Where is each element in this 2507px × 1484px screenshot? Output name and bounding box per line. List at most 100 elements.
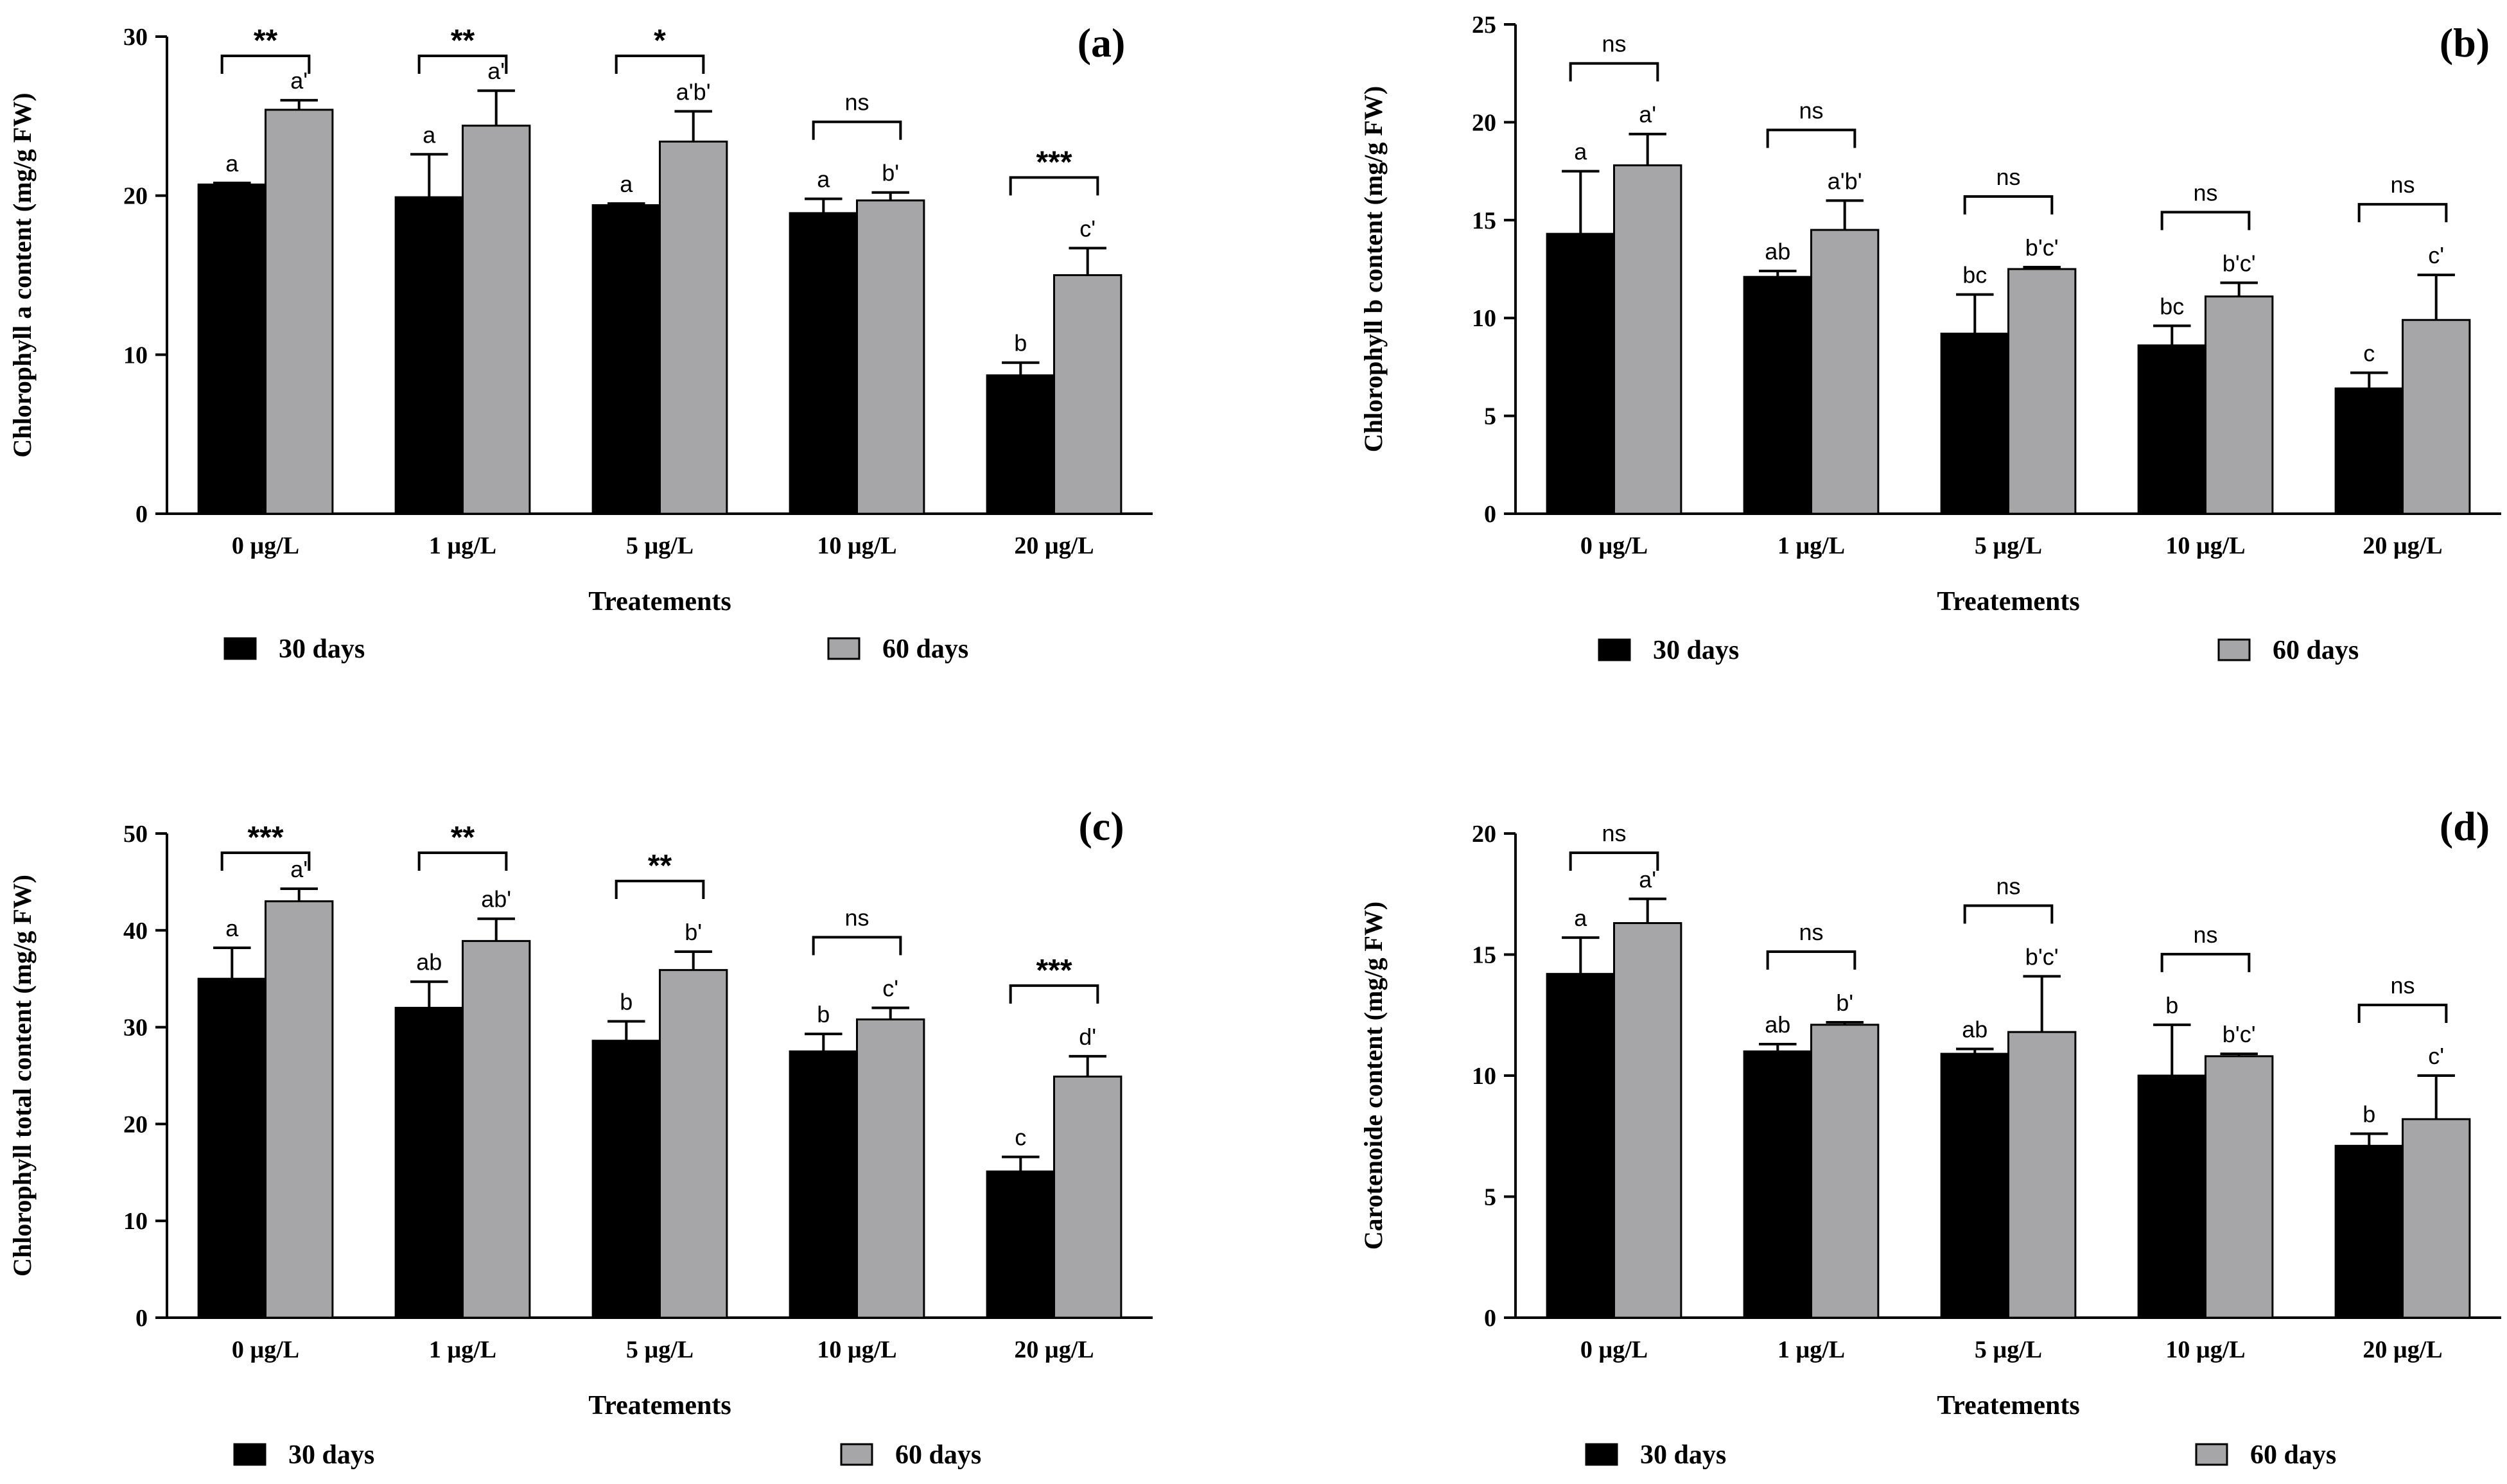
x-tick-label: 0 µg/L — [1580, 1336, 1648, 1363]
bar-60-days — [1810, 229, 1880, 515]
legend-swatch-60-days — [2217, 638, 2251, 661]
bar-60-days — [2205, 1055, 2274, 1319]
bar-30-days — [591, 204, 661, 515]
chart-panel: 0 10 20 30 40 50 Chlorophyll total content (mg… — [8, 803, 1153, 1470]
panel-label: (d) — [2440, 803, 2490, 849]
legend-label-30-days: 30 days — [279, 634, 365, 664]
significance-bracket — [1569, 851, 1659, 871]
bar-60-days — [2402, 1118, 2471, 1319]
group-letter-60-days: a' — [1639, 101, 1656, 128]
significance-bracket — [1569, 62, 1659, 82]
x-tick-label: 1 µg/L — [429, 532, 496, 559]
bar-60-days — [659, 969, 728, 1319]
x-tick-label: 20 µg/L — [2363, 532, 2442, 559]
significance-bracket — [812, 936, 902, 956]
significance-label: ns — [2193, 921, 2217, 948]
significance-bracket — [1766, 950, 1856, 970]
significance-bracket — [220, 851, 311, 871]
y-tick-label: 10 — [123, 342, 148, 369]
x-axis-title: Treatements — [1937, 1391, 2079, 1420]
group-letter-60-days: b'c' — [2025, 234, 2059, 261]
significance-label: ns — [1996, 873, 2020, 899]
group-letter-30-days: b — [2165, 992, 2178, 1018]
bar-30-days — [591, 1040, 661, 1319]
x-tick-label: 1 µg/L — [429, 1336, 496, 1363]
x-tick-label: 20 µg/L — [1014, 1336, 1094, 1363]
significance-label: ns — [844, 89, 869, 116]
x-tick-label: 10 µg/L — [2165, 1336, 2245, 1363]
group-letter-30-days: b — [1014, 330, 1027, 356]
bar-60-days — [265, 900, 334, 1319]
significance-label: *** — [247, 821, 283, 855]
bar-30-days — [2137, 1074, 2207, 1319]
group-letter-60-days: b'c' — [2223, 250, 2256, 276]
bar-60-days — [462, 939, 531, 1319]
group-letter-30-days: a — [1574, 139, 1587, 165]
legend-swatch-30-days — [223, 637, 257, 660]
group-letter-60-days: a'b' — [1828, 168, 1862, 194]
y-tick-label: 50 — [123, 821, 148, 848]
x-tick-label: 10 µg/L — [817, 1336, 896, 1363]
group-letter-60-days: b'c' — [2223, 1021, 2256, 1047]
x-axis-title: Treatements — [588, 1391, 731, 1420]
significance-bracket — [1963, 195, 2054, 214]
group-letter-60-days: b' — [1836, 990, 1853, 1016]
significance-label: ** — [451, 821, 475, 855]
significance-bracket — [2160, 211, 2251, 231]
group-letter-60-days: b' — [685, 919, 702, 945]
bar-60-days — [856, 199, 925, 515]
x-tick-label: 10 µg/L — [2165, 532, 2245, 559]
bar-30-days — [1546, 973, 1616, 1319]
bar-30-days — [2334, 1144, 2404, 1319]
x-axis-title: Treatements — [1937, 587, 2079, 616]
significance-label: ns — [844, 904, 869, 930]
bar-30-days — [197, 183, 266, 515]
chart-panel: 0 5 10 15 20 Carotenoide content (mg/g FW) Tre… — [1359, 803, 2501, 1470]
group-letter-60-days: a' — [1639, 866, 1656, 893]
y-axis-title: Chlorophyll a content (mg/g FW) — [8, 92, 37, 457]
group-letter-30-days: a — [225, 915, 239, 941]
y-tick-label: 0 — [1484, 501, 1496, 528]
significance-bracket — [2357, 1004, 2448, 1023]
group-letter-30-days: bc — [2160, 293, 2184, 319]
group-letter-30-days: ab — [1765, 1011, 1790, 1038]
bar-60-days — [1810, 1024, 1880, 1319]
group-letter-60-days: c' — [2428, 1043, 2444, 1069]
bar-30-days — [394, 1006, 464, 1319]
group-letter-30-days: b — [817, 1001, 830, 1027]
bar-30-days — [197, 977, 266, 1319]
y-tick-label: 15 — [1472, 207, 1496, 234]
group-letter-30-days: ab — [1765, 238, 1790, 265]
significance-label: ** — [254, 24, 278, 58]
significance-bracket — [417, 851, 508, 871]
legend-label-60-days: 60 days — [2273, 636, 2359, 665]
significance-label: ns — [1602, 820, 1626, 846]
y-tick-label: 0 — [1484, 1305, 1496, 1332]
group-letter-60-days: b'c' — [2025, 943, 2059, 970]
significance-label: ns — [1799, 97, 1823, 123]
y-axis-title: Chlorophyll total content (mg/g FW) — [8, 875, 37, 1277]
group-letter-60-days: a' — [487, 58, 505, 84]
y-tick-label: 5 — [1484, 403, 1496, 430]
group-letter-60-days: a' — [290, 856, 308, 882]
legend-swatch-30-days — [1598, 638, 1631, 661]
group-letter-30-days: a — [423, 121, 436, 148]
legend-label-60-days: 60 days — [2250, 1440, 2336, 1470]
panel-label: (a) — [1078, 20, 1126, 65]
y-tick-label: 10 — [123, 1208, 148, 1235]
significance-label: ns — [1799, 919, 1823, 945]
y-tick-label: 20 — [123, 1111, 148, 1138]
group-letter-30-days: a — [817, 166, 830, 193]
group-letter-60-days: c' — [2428, 242, 2444, 268]
group-letter-30-days: ab — [416, 949, 442, 975]
bar-30-days — [986, 1170, 1055, 1319]
significance-label: *** — [1036, 145, 1072, 179]
legend-label-30-days: 30 days — [1653, 636, 1739, 665]
legend-label-30-days: 30 days — [1640, 1440, 1726, 1470]
significance-bracket — [220, 55, 311, 74]
significance-label: ** — [648, 849, 672, 883]
bar-60-days — [2402, 319, 2471, 515]
bar-60-days — [1613, 921, 1682, 1319]
y-tick-label: 10 — [1472, 305, 1496, 332]
